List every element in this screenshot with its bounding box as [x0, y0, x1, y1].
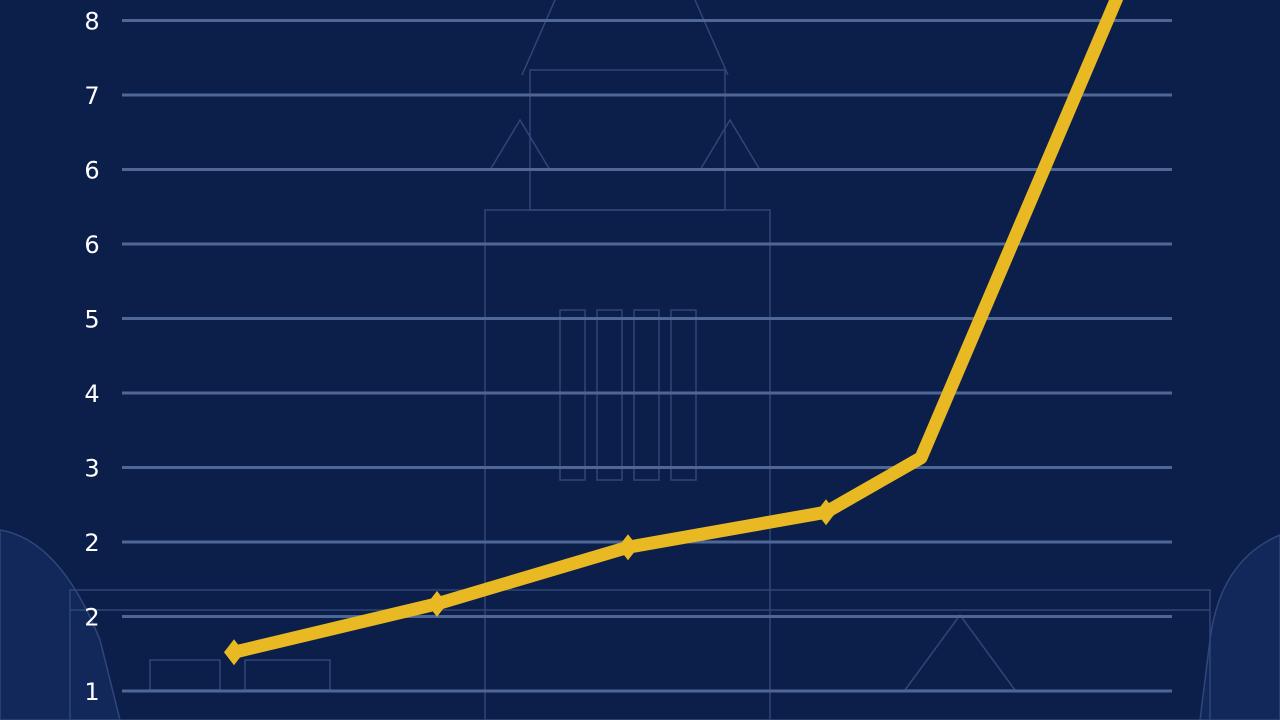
data-point-marker	[427, 590, 447, 617]
y-tick-label: 7	[84, 82, 99, 110]
y-tick-label: 8	[84, 8, 99, 36]
y-tick-label: 2	[84, 529, 99, 557]
y-tick-label: 2	[84, 604, 99, 632]
y-tick-label: 5	[84, 306, 99, 334]
y-tick-label: 1	[84, 678, 99, 706]
data-point-marker	[618, 534, 638, 561]
y-tick-label: 6	[84, 157, 99, 185]
y-tick-label: 4	[84, 380, 99, 408]
data-point-marker	[816, 499, 836, 526]
y-tick-label: 6	[84, 231, 99, 259]
y-tick-label: 3	[84, 455, 99, 483]
series-line	[232, 0, 1124, 659]
data-point-marker	[224, 639, 244, 666]
